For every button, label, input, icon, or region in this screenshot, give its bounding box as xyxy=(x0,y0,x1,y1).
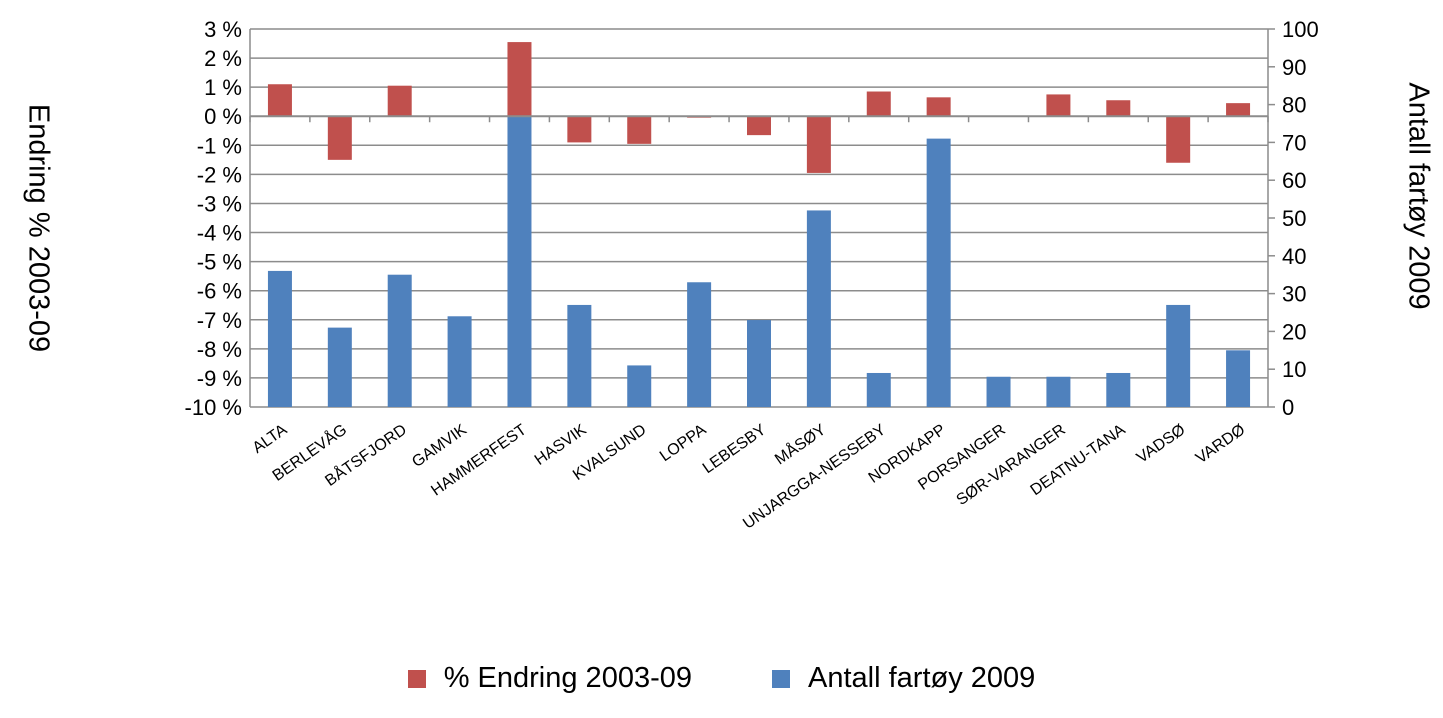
right-tick-label: 30 xyxy=(1282,282,1306,307)
bar-antall xyxy=(986,376,1011,407)
right-tick-label: 20 xyxy=(1282,319,1306,344)
legend: % Endring 2003-09 Antall fartøy 2009 xyxy=(0,662,1443,695)
bar-antall xyxy=(567,304,592,407)
bar-antall xyxy=(507,112,532,407)
right-axis-label: Antall fartøy 2009 xyxy=(1402,82,1435,310)
left-tick-label: 0 % xyxy=(204,104,242,129)
right-tick-label: 40 xyxy=(1282,244,1306,269)
right-tick-label: 70 xyxy=(1282,130,1306,155)
series-endring-bars xyxy=(267,42,1251,173)
bar-antall xyxy=(866,372,891,407)
bar-antall xyxy=(627,365,652,407)
legend-swatch-endring xyxy=(407,669,426,688)
category-label: LEBESBY xyxy=(700,421,770,477)
bar-antall xyxy=(687,282,712,407)
category-label: ALTA xyxy=(250,421,291,457)
left-tick-label: -5 % xyxy=(197,250,242,275)
legend-label-endring: % Endring 2003-09 xyxy=(443,662,692,694)
right-tick-label: 90 xyxy=(1282,55,1306,80)
left-axis-ticks: 3 % 2 % 1 % 0 % -1 % -2 % -3 % -4 % -5 % -6 % -7 %… xyxy=(185,17,242,420)
left-tick-label: -4 % xyxy=(197,221,242,246)
bar-endring xyxy=(1046,94,1071,117)
bar-antall xyxy=(926,138,951,407)
bar-endring xyxy=(1226,103,1251,117)
bar-antall xyxy=(327,327,352,407)
legend-swatch-antall xyxy=(772,669,790,688)
left-tick-label: -10 % xyxy=(185,395,242,420)
right-tick-label: 60 xyxy=(1282,168,1306,193)
left-tick-label: -3 % xyxy=(197,191,242,216)
right-tick-label: 50 xyxy=(1282,206,1306,231)
legend-label-antall: Antall fartøy 2009 xyxy=(808,662,1036,694)
left-axis-label: Endring % 2003-09 xyxy=(22,103,55,353)
category-label: VARDØ xyxy=(1193,421,1248,467)
left-tick-label: -2 % xyxy=(197,162,242,187)
bar-antall xyxy=(806,210,831,407)
bar-antall xyxy=(1226,350,1251,407)
legend-item-antall: Antall fartøy 2009 xyxy=(772,662,1035,695)
right-tick-label: 100 xyxy=(1282,17,1319,42)
left-tick-label: 2 % xyxy=(204,46,242,71)
bar-antall xyxy=(1166,304,1191,407)
bar-antall xyxy=(747,320,771,407)
bar-antall xyxy=(1106,372,1131,407)
category-label: SØR-VARANGER xyxy=(954,421,1069,509)
bar-endring xyxy=(627,116,652,144)
category-label: VADSØ xyxy=(1134,421,1189,466)
bar-endring xyxy=(327,116,352,160)
left-tick-label: -6 % xyxy=(197,279,242,304)
left-tick-label: -1 % xyxy=(197,133,242,158)
bar-antall xyxy=(447,316,472,407)
right-tick-label: 10 xyxy=(1282,357,1306,382)
category-label: MÅSØY xyxy=(771,420,830,469)
right-tick-label: 0 xyxy=(1282,395,1294,420)
bar-endring xyxy=(1166,116,1191,163)
bar-endring xyxy=(267,84,292,117)
bar-endring xyxy=(926,97,951,117)
bar-antall xyxy=(267,270,292,407)
bar-endring xyxy=(747,116,771,136)
bar-endring xyxy=(866,91,891,117)
left-tick-label: -7 % xyxy=(197,308,242,333)
left-tick-label: -9 % xyxy=(197,366,242,391)
category-label: LOPPA xyxy=(657,421,710,465)
bar-antall xyxy=(1046,376,1071,407)
bar-endring xyxy=(1106,100,1131,117)
bar-endring xyxy=(567,116,592,143)
bar-endring xyxy=(806,116,831,173)
legend-item-endring: % Endring 2003-09 xyxy=(407,662,692,695)
right-tick-label: 80 xyxy=(1282,93,1306,118)
series-antall-bars xyxy=(267,112,1251,407)
left-tick-label: -8 % xyxy=(197,337,242,362)
bar-endring xyxy=(387,85,412,117)
bar-endring xyxy=(507,42,532,117)
left-tick-label: 3 % xyxy=(204,17,242,42)
bar-antall xyxy=(387,274,412,407)
axes xyxy=(249,28,1275,408)
left-tick-label: 1 % xyxy=(204,75,242,100)
